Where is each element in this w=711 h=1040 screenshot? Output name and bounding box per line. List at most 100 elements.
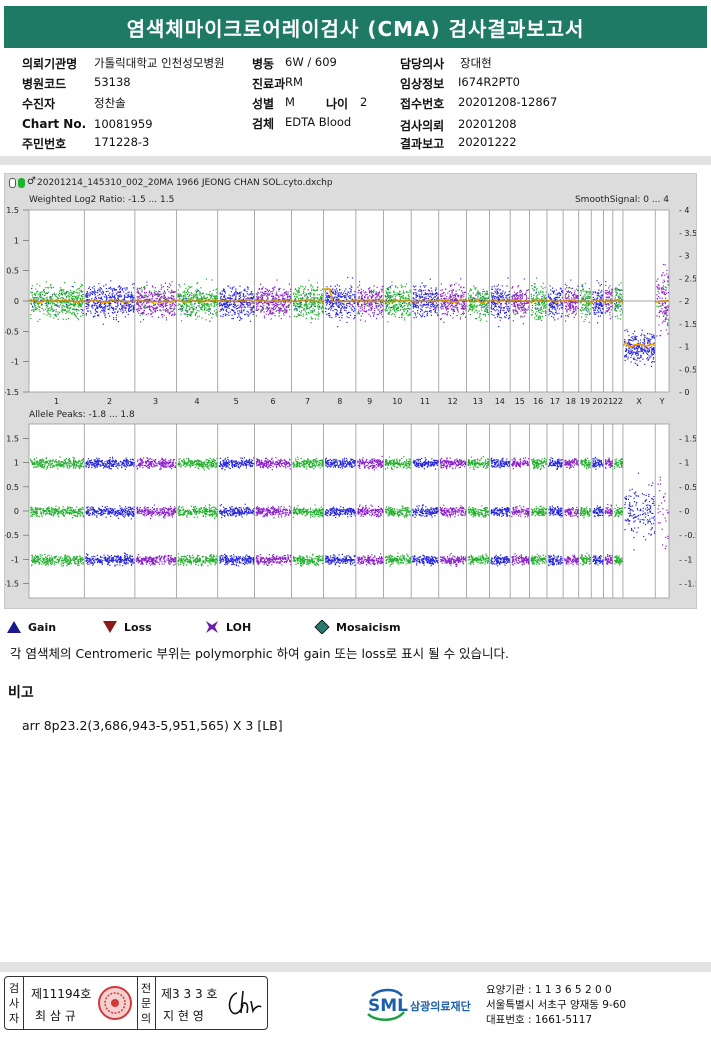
log2-ratio-point xyxy=(220,303,223,305)
allele-peak-point xyxy=(35,513,37,515)
log2-ratio-point xyxy=(139,297,141,300)
allele-peak-point xyxy=(48,558,51,560)
log2-ratio-point xyxy=(77,288,79,290)
allele-peak-point xyxy=(161,511,164,513)
allele-peak-point xyxy=(211,514,213,516)
log2-ratio-point xyxy=(72,292,75,294)
log2-ratio-point xyxy=(37,306,39,308)
allele-peak-point xyxy=(77,513,79,515)
log2-ratio-point xyxy=(110,280,112,282)
log2-ratio-point xyxy=(125,308,127,310)
log2-ratio-point xyxy=(151,285,153,287)
allele-peak-point xyxy=(99,555,102,557)
allele-peak-point xyxy=(164,466,167,468)
log2-ratio-point xyxy=(196,297,199,299)
allele-peak-point xyxy=(78,466,80,468)
allele-peak-point xyxy=(182,514,184,516)
allele-peak-point xyxy=(184,460,186,462)
allele-peak-point xyxy=(61,509,63,511)
allele-peak-point xyxy=(152,558,154,560)
log2-ratio-point xyxy=(221,307,223,309)
allele-peak-point xyxy=(216,462,218,465)
allele-peak-point xyxy=(177,463,179,465)
log2-ratio-point xyxy=(250,309,252,311)
allele-peak-point xyxy=(137,512,139,515)
log2-ratio-point xyxy=(69,304,71,306)
log2-ratio-point xyxy=(59,312,61,314)
allele-peak-point xyxy=(162,459,164,461)
allele-peak-point xyxy=(215,507,217,509)
log2-ratio-point xyxy=(34,305,37,307)
allele-peak-point xyxy=(163,515,165,517)
log2-ratio-point xyxy=(170,305,172,307)
log2-ratio-point xyxy=(143,287,145,289)
allele-peak-point xyxy=(172,459,174,461)
log2-ratio-point xyxy=(150,310,152,312)
log2-ratio-point xyxy=(224,306,226,308)
allele-peak-point xyxy=(130,509,132,511)
allele-peak-point xyxy=(79,559,82,561)
allele-peak-point xyxy=(133,465,135,467)
log2-ratio-point xyxy=(70,297,72,299)
allele-peak-point xyxy=(146,560,148,563)
allele-peak-point xyxy=(158,556,160,558)
allele-peak-point xyxy=(91,506,93,508)
allele-peak-point xyxy=(130,461,132,463)
allele-peak-point xyxy=(88,464,91,466)
allele-peak-point xyxy=(126,459,128,461)
allele-peak-point xyxy=(185,557,187,559)
log2-ratio-point xyxy=(150,298,152,300)
log2-ratio-point xyxy=(165,309,167,311)
log2-ratio-point xyxy=(243,296,245,298)
log2-ratio-point xyxy=(239,285,241,287)
log2-ratio-point xyxy=(227,304,229,306)
allele-peak-point xyxy=(114,463,116,465)
allele-peak-point xyxy=(190,514,192,516)
allele-peak-point xyxy=(137,507,139,509)
allele-peak-point xyxy=(145,460,147,462)
log2-ratio-point xyxy=(77,292,79,294)
log2-ratio-point xyxy=(132,297,134,299)
allele-peak-point xyxy=(161,561,163,563)
allele-peak-point xyxy=(172,508,174,511)
allele-peak-point xyxy=(75,509,77,511)
allele-peak-point xyxy=(118,462,120,464)
allele-peak-point xyxy=(82,516,85,518)
log2-ratio-point xyxy=(163,302,165,304)
log2-ratio-point xyxy=(100,288,102,290)
log2-ratio-point xyxy=(97,302,99,304)
log2-ratio-point xyxy=(234,304,236,307)
allele-peak-point xyxy=(52,465,54,468)
allele-peak-point xyxy=(86,560,88,562)
log2-ratio-point xyxy=(216,315,218,317)
allele-peak-point xyxy=(153,464,155,466)
allele-peak-point xyxy=(65,559,67,561)
allele-peak-point xyxy=(55,508,57,510)
log2-ratio-point xyxy=(137,299,139,301)
log2-ratio-point xyxy=(66,304,68,306)
allele-peak-point xyxy=(210,510,212,512)
allele-peak-point xyxy=(64,556,66,558)
allele-peak-point xyxy=(54,513,56,515)
log2-ratio-point xyxy=(133,309,135,311)
log2-ratio-point xyxy=(45,297,47,299)
allele-peak-point xyxy=(53,562,56,564)
log2-ratio-point xyxy=(136,302,138,304)
log2-ratio-point xyxy=(160,284,162,286)
log2-ratio-point xyxy=(171,281,173,283)
allele-peak-point xyxy=(155,462,157,464)
log2-ratio-point xyxy=(201,306,203,308)
allele-peak-point xyxy=(153,559,155,561)
log2-ratio-point xyxy=(70,304,72,306)
log2-ratio-point xyxy=(240,310,242,312)
log2-ratio-point xyxy=(130,295,133,297)
log2-ratio-point xyxy=(168,283,171,285)
log2-ratio-point xyxy=(31,294,33,296)
log2-ratio-point xyxy=(166,304,168,306)
log2-ratio-point xyxy=(209,308,211,310)
allele-peak-point xyxy=(43,509,45,512)
allele-peak-point xyxy=(119,557,121,559)
log2-ratio-point xyxy=(148,299,151,301)
allele-peak-point xyxy=(195,461,197,463)
log2-ratio-point xyxy=(163,295,165,297)
